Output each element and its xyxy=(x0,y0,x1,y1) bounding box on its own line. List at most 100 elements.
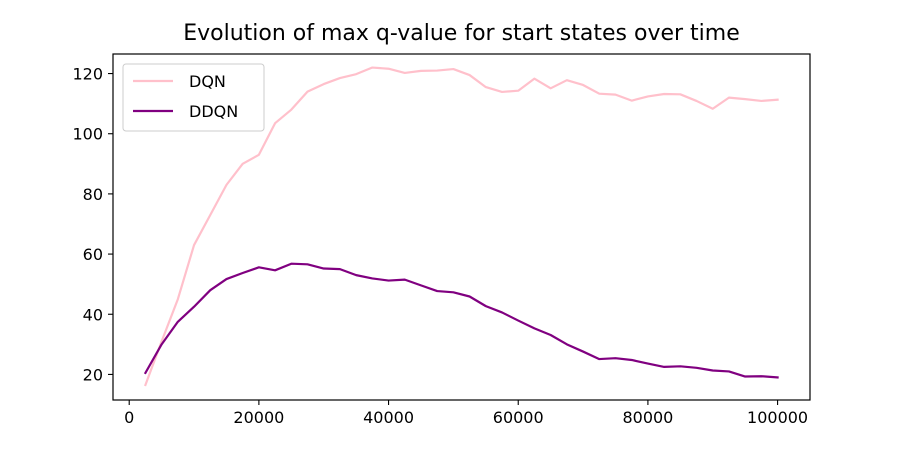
data-point-dqn xyxy=(193,244,195,246)
data-point-dqn xyxy=(387,68,389,70)
data-point-dqn xyxy=(274,122,276,124)
data-point-ddqn xyxy=(533,327,535,329)
data-point-ddqn xyxy=(695,367,697,369)
data-point-dqn xyxy=(485,86,487,88)
x-tick-label: 0 xyxy=(124,408,134,427)
data-point-dqn xyxy=(306,91,308,93)
data-point-dqn xyxy=(355,73,357,75)
data-point-ddqn xyxy=(290,263,292,265)
data-point-ddqn xyxy=(274,269,276,271)
x-tick-label: 40000 xyxy=(363,408,414,427)
data-point-dqn xyxy=(209,214,211,216)
data-point-dqn xyxy=(323,83,325,85)
data-point-dqn xyxy=(371,66,373,68)
data-point-ddqn xyxy=(712,369,714,371)
data-point-dqn xyxy=(550,87,552,89)
data-point-dqn xyxy=(242,163,244,165)
data-point-dqn xyxy=(566,79,568,81)
data-point-ddqn xyxy=(177,321,179,323)
legend-label-dqn: DQN xyxy=(189,72,226,91)
data-point-dqn xyxy=(469,74,471,76)
data-point-ddqn xyxy=(760,375,762,377)
plot-area xyxy=(143,66,779,387)
x-tick-label: 100000 xyxy=(747,408,808,427)
data-point-dqn xyxy=(679,93,681,95)
data-point-ddqn xyxy=(452,291,454,293)
legend-label-ddqn: DDQN xyxy=(189,102,238,121)
data-point-dqn xyxy=(144,384,146,386)
data-point-dqn xyxy=(760,100,762,102)
data-point-ddqn xyxy=(420,284,422,286)
legend: DQN DDQN xyxy=(122,63,265,132)
x-tick-label: 20000 xyxy=(233,408,284,427)
data-point-dqn xyxy=(647,95,649,97)
data-point-dqn xyxy=(695,100,697,102)
data-point-ddqn xyxy=(144,372,146,374)
x-tick-label: 80000 xyxy=(622,408,673,427)
data-point-ddqn xyxy=(647,362,649,364)
x-tick-label: 60000 xyxy=(493,408,544,427)
data-point-ddqn xyxy=(598,358,600,360)
data-point-ddqn xyxy=(404,279,406,281)
data-point-ddqn xyxy=(339,268,341,270)
data-point-ddqn xyxy=(306,263,308,265)
axes-frame xyxy=(112,53,811,401)
data-point-ddqn xyxy=(679,365,681,367)
data-point-dqn xyxy=(290,109,292,111)
axis-ticks: 0 20000 40000 60000 80000 100000 20 40 60 80 100 12… xyxy=(72,65,808,427)
data-point-ddqn xyxy=(728,370,730,372)
series-line-dqn xyxy=(144,66,779,387)
data-point-ddqn xyxy=(225,278,227,280)
data-point-ddqn xyxy=(501,311,503,313)
data-point-ddqn xyxy=(614,357,616,359)
data-point-ddqn xyxy=(258,266,260,268)
data-point-dqn xyxy=(631,100,633,102)
data-point-ddqn xyxy=(242,272,244,274)
data-point-dqn xyxy=(533,78,535,80)
data-point-dqn xyxy=(598,93,600,95)
chart-title: Evolution of max q-value for start state… xyxy=(183,21,740,46)
data-point-dqn xyxy=(177,298,179,300)
data-point-ddqn xyxy=(744,375,746,377)
data-point-dqn xyxy=(712,108,714,110)
series-line-ddqn xyxy=(143,262,779,379)
data-point-ddqn xyxy=(469,295,471,297)
data-point-dqn xyxy=(225,184,227,186)
data-point-ddqn xyxy=(387,279,389,281)
data-point-dqn xyxy=(436,69,438,71)
data-point-dqn xyxy=(663,93,665,95)
data-point-ddqn xyxy=(193,306,195,308)
data-point-ddqn xyxy=(355,274,357,276)
data-point-ddqn xyxy=(663,366,665,368)
y-tick-label: 120 xyxy=(72,65,103,84)
y-tick-label: 20 xyxy=(83,365,103,384)
data-point-ddqn xyxy=(161,343,163,345)
data-point-ddqn xyxy=(209,289,211,291)
data-point-dqn xyxy=(501,91,503,93)
y-tick-label: 100 xyxy=(72,125,103,144)
data-point-dqn xyxy=(517,90,519,92)
data-point-ddqn xyxy=(371,277,373,279)
data-point-ddqn xyxy=(631,359,633,361)
data-point-dqn xyxy=(744,98,746,100)
data-point-dqn xyxy=(582,84,584,86)
data-point-dqn xyxy=(776,99,778,101)
data-point-ddqn xyxy=(436,290,438,292)
y-tick-label: 60 xyxy=(83,245,103,264)
data-point-dqn xyxy=(728,97,730,99)
data-point-dqn xyxy=(339,77,341,79)
data-point-dqn xyxy=(452,68,454,70)
data-point-dqn xyxy=(614,94,616,96)
data-point-ddqn xyxy=(566,343,568,345)
data-point-ddqn xyxy=(323,267,325,269)
data-point-dqn xyxy=(258,154,260,156)
y-tick-label: 40 xyxy=(83,305,103,324)
data-point-dqn xyxy=(420,70,422,72)
data-point-ddqn xyxy=(550,334,552,336)
data-point-ddqn xyxy=(582,350,584,352)
y-tick-label: 80 xyxy=(83,185,103,204)
data-point-ddqn xyxy=(485,305,487,307)
data-point-dqn xyxy=(404,72,406,74)
